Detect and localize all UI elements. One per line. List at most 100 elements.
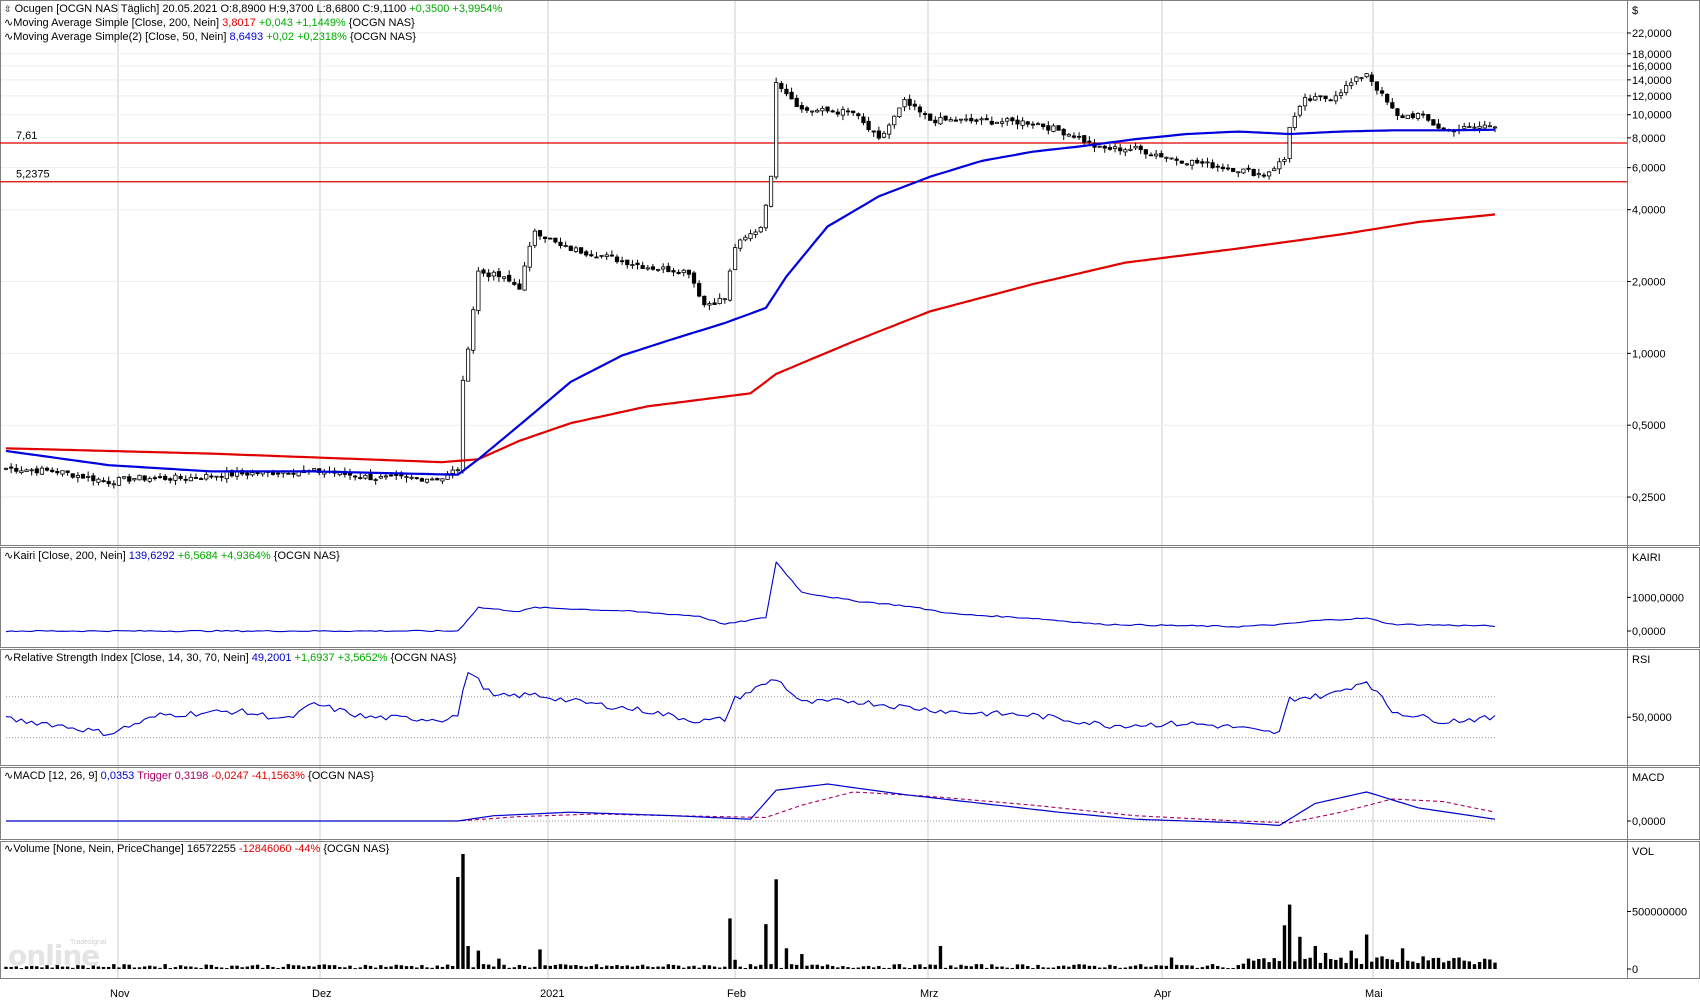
volume-bar xyxy=(1149,966,1153,969)
volume-bar xyxy=(1339,957,1343,969)
kairi-tick-label: 0,0000 xyxy=(1632,626,1666,638)
candle-body xyxy=(399,474,404,477)
candlestick-series xyxy=(3,71,1498,489)
candle-body xyxy=(460,379,466,472)
volume-bar xyxy=(630,966,635,969)
volume-bar xyxy=(45,965,49,969)
candle-body xyxy=(70,473,75,478)
candle-body xyxy=(1436,123,1441,129)
candle-body xyxy=(1410,113,1415,118)
candle-body xyxy=(91,475,96,482)
candle-body xyxy=(1143,149,1148,155)
candle-body xyxy=(1338,92,1344,96)
candle-body xyxy=(39,467,45,475)
candle-body xyxy=(496,271,502,278)
candle-body xyxy=(1087,140,1092,143)
candle-body xyxy=(347,473,353,476)
volume-bar xyxy=(933,964,938,969)
volume-bar xyxy=(676,965,681,969)
candle-body xyxy=(358,477,363,479)
candle-body xyxy=(75,475,80,478)
volume-tick-label: 0 xyxy=(1632,964,1638,976)
price-tick-label: 22,0000 xyxy=(1632,28,1672,40)
volume-bar xyxy=(332,965,337,969)
candle-body xyxy=(989,120,994,125)
candle-body xyxy=(353,475,358,478)
volume-bar xyxy=(163,964,167,969)
kairi-pane-frame xyxy=(0,547,1700,648)
volume-bar xyxy=(1262,958,1266,969)
volume-bar xyxy=(882,967,886,969)
sma200-legend: ∿Moving Average Simple [Close, 200, Nein… xyxy=(4,17,415,29)
volume-bar xyxy=(65,966,70,969)
candle-body xyxy=(121,476,127,479)
volume-bar xyxy=(219,967,224,969)
candle-body xyxy=(527,245,532,268)
bar-date: 20.05.2021 xyxy=(162,3,218,15)
volume-bar xyxy=(1200,967,1205,969)
volume-bar xyxy=(317,964,321,969)
candle-body xyxy=(553,237,558,243)
volume-bar xyxy=(1005,967,1009,969)
macd-value: 0,0353 xyxy=(100,770,135,782)
candle-body xyxy=(1467,126,1472,128)
candle-body xyxy=(1015,119,1020,125)
volume-bar xyxy=(173,967,178,969)
volume-bar xyxy=(666,964,671,969)
tradesignal-watermark: online Tradesignal xyxy=(8,939,108,972)
watermark-text: online xyxy=(8,939,100,972)
volume-bar xyxy=(753,966,758,969)
volume-bar xyxy=(81,965,85,969)
volume-bar xyxy=(907,968,912,970)
volume-bar xyxy=(1287,904,1292,969)
volume-bar xyxy=(902,967,907,969)
volume-bar xyxy=(687,966,691,969)
volume-bar xyxy=(1431,958,1436,969)
candle-body xyxy=(1369,74,1374,82)
volume-bar xyxy=(702,965,706,969)
candle-body xyxy=(1349,82,1354,86)
candle-body xyxy=(584,251,589,256)
volume-bar xyxy=(569,965,573,969)
volume-pane-header: ∿Volume [None, Nein, PriceChange] 165722… xyxy=(4,843,390,855)
volume-bar xyxy=(1133,965,1138,969)
price-tick-label: 1,0000 xyxy=(1632,348,1666,360)
candle-body xyxy=(368,473,373,481)
x-axis-label-dez: Dez xyxy=(312,988,332,1000)
candle-body xyxy=(758,226,763,233)
candle-body xyxy=(676,271,681,275)
x-axis-label-nov: Nov xyxy=(110,988,130,1000)
candle-body xyxy=(907,98,912,106)
volume-bar xyxy=(35,966,39,969)
volume-bar xyxy=(1010,967,1015,969)
volume-bar xyxy=(1041,967,1045,969)
price-tick-label: 4,0000 xyxy=(1632,205,1666,217)
volume-bar xyxy=(1051,967,1056,969)
volume-bar xyxy=(1318,962,1323,969)
candle-body xyxy=(250,472,255,476)
volume-bar xyxy=(307,965,311,969)
candle-body xyxy=(974,119,979,122)
candle-body xyxy=(1231,167,1236,172)
volume-bar xyxy=(1216,965,1220,969)
vol-pane-frame xyxy=(0,841,1700,979)
rsi-change: +1,6937 +3,5652% xyxy=(294,652,388,664)
volume-bar xyxy=(1082,964,1086,969)
candle-body xyxy=(1359,77,1364,80)
volume-bar xyxy=(194,967,198,969)
volume-bar xyxy=(71,967,75,969)
candle-body xyxy=(712,302,717,306)
candle-body xyxy=(599,254,604,257)
candle-body xyxy=(661,266,666,270)
candle-body xyxy=(727,270,733,301)
candle-body xyxy=(1272,168,1277,171)
volume-bar xyxy=(1236,965,1240,969)
volume-bar xyxy=(969,966,973,969)
candle-body xyxy=(620,260,625,263)
candle-body xyxy=(697,283,702,297)
candle-body xyxy=(363,474,368,479)
candle-body xyxy=(578,247,584,254)
candle-body xyxy=(897,107,902,118)
volume-bar xyxy=(789,964,794,969)
volume-bar xyxy=(1144,966,1148,969)
